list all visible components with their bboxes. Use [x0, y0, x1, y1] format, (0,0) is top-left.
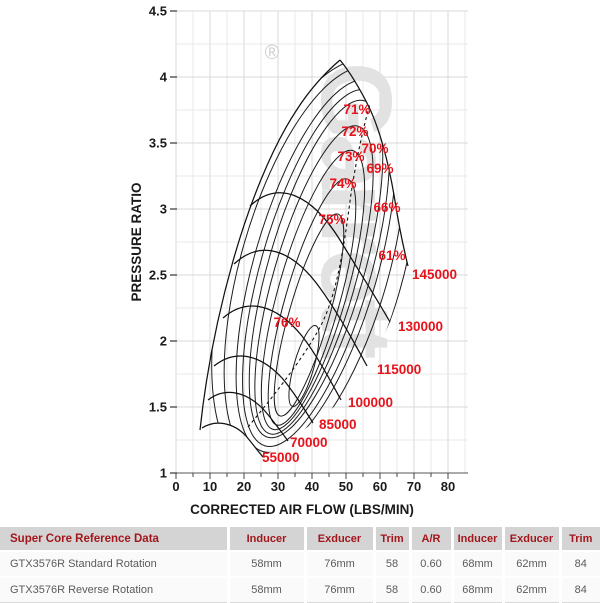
column-header: Exducer [303, 527, 374, 551]
x-tick-label: 20 [237, 479, 251, 494]
spec-cell: 76mm [303, 550, 374, 578]
super-core-reference-table-area: Super Core Reference Data Inducer Exducer T… [0, 527, 600, 603]
y-tick-label: 3 [160, 202, 167, 217]
x-tick-label: 50 [339, 479, 353, 494]
efficiency-label: 66% [373, 200, 400, 215]
table-header-row: Super Core Reference Data Inducer Exducer T… [0, 527, 600, 551]
spec-cell: 0.60 [408, 550, 452, 578]
spec-cell: 58 [372, 576, 410, 603]
x-tick-label: 60 [373, 479, 387, 494]
x-tick-label: 70 [407, 479, 421, 494]
column-header: A/R [408, 527, 452, 551]
tick-labels: 0 10 20 30 40 50 60 70 80 1 1.5 2 2.5 3 3.5 4 4.5 [149, 4, 455, 495]
model-name-cell: GTX3576R Standard Rotation [0, 550, 228, 578]
spec-cell: 58mm [226, 576, 305, 603]
spec-cell: 84 [558, 576, 600, 603]
y-tick-label: 1 [160, 466, 167, 481]
efficiency-label: 61% [378, 248, 405, 263]
speed-label: 115000 [377, 362, 421, 377]
spec-cell: 68mm [450, 576, 503, 603]
y-tick-label: 4.5 [149, 4, 167, 19]
x-tick-label: 80 [441, 479, 455, 494]
efficiency-label: 71% [343, 102, 370, 117]
column-header: Inducer [450, 527, 503, 551]
column-header: Trim [372, 527, 410, 551]
column-header: Inducer [226, 527, 305, 551]
super-core-reference-table: Super Core Reference Data Inducer Exducer T… [0, 527, 600, 603]
speed-label: 145000 [412, 267, 457, 282]
y-tick-label: 2.5 [149, 268, 167, 283]
speed-label: 100000 [348, 395, 393, 410]
efficiency-label: 74% [329, 176, 356, 191]
compressor-map-chart: ® Garrett 0 10 20 30 40 50 60 70 80 1 1.5 2 2.5 3 3.5 4 4.… [129, 3, 468, 517]
efficiency-label: 75% [318, 212, 345, 227]
spec-cell: 62mm [501, 576, 560, 603]
map-labels: 71% 72% 70%73%69% 74% 66% 75% 61% 76% 145000 1300… [262, 102, 457, 465]
table-title-header: Super Core Reference Data [0, 527, 228, 551]
efficiency-label: 73% [337, 149, 364, 164]
model-name-cell: GTX3576R Reverse Rotation [0, 576, 228, 603]
x-axis-title: CORRECTED AIR FLOW (LBS/MIN) [190, 502, 414, 517]
speed-label: 130000 [398, 319, 443, 334]
table-row: GTX3576R Reverse Rotation 58mm 76mm 58 0.60 6… [0, 576, 600, 603]
spec-cell: 84 [558, 550, 600, 578]
speed-label: 55000 [262, 450, 300, 465]
x-tick-label: 40 [305, 479, 319, 494]
speed-label: 70000 [290, 435, 328, 450]
efficiency-label: 70% [361, 141, 388, 156]
efficiency-label: 69% [366, 161, 393, 176]
efficiency-label: 72% [341, 124, 368, 139]
spec-cell: 0.60 [408, 576, 452, 603]
efficiency-label: 76% [273, 315, 300, 330]
spec-cell: 62mm [501, 550, 560, 578]
x-tick-label: 10 [203, 479, 217, 494]
x-tick-label: 30 [271, 479, 285, 494]
y-tick-label: 1.5 [149, 400, 167, 415]
speed-label: 85000 [319, 417, 357, 432]
surge-line [199, 59, 341, 431]
spec-cell: 58mm [226, 550, 305, 578]
x-tick-label: 0 [172, 479, 179, 494]
y-tick-label: 3.5 [149, 136, 167, 151]
spec-cell: 76mm [303, 576, 374, 603]
spec-cell: 58 [372, 550, 410, 578]
column-header: Exducer [501, 527, 560, 551]
axes [170, 10, 468, 479]
table-row: GTX3576R Standard Rotation 58mm 76mm 58 0.60… [0, 550, 600, 578]
column-header: Trim [558, 527, 600, 551]
registered-trademark-icon: ® [265, 42, 280, 64]
y-tick-label: 2 [160, 334, 167, 349]
y-tick-label: 4 [160, 70, 168, 85]
speed-lines [199, 59, 409, 458]
y-axis-title: PRESSURE RATIO [129, 182, 144, 301]
spec-cell: 68mm [450, 550, 503, 578]
